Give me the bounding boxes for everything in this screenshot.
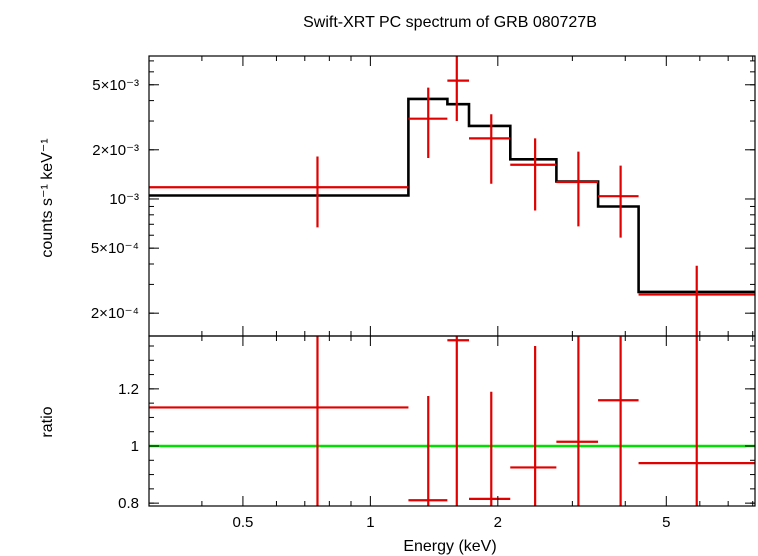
x-tick-label: 0.5 bbox=[232, 514, 253, 531]
y-tick-label: 2×10⁻⁴ bbox=[91, 305, 139, 322]
y-tick-label: 2×10⁻³ bbox=[92, 142, 139, 159]
spectrum-panel: 5×10⁻³ 2×10⁻³ 10⁻³ 5×10⁻⁴ 2×10⁻⁴ bbox=[91, 55, 756, 337]
spectrum-y-axis-label: counts s⁻¹ keV⁻¹ bbox=[39, 138, 56, 257]
y-tick-label: 0.8 bbox=[118, 495, 139, 512]
ratio-y-axis-label: ratio bbox=[39, 406, 56, 437]
x-tick-label: 1 bbox=[366, 514, 374, 531]
ratio-panel: 0.5 1 2 5 0.8 1 1.2 bbox=[118, 335, 756, 531]
model-step-line bbox=[149, 97, 755, 294]
x-tick-label: 2 bbox=[494, 514, 502, 531]
x-axis-label: Energy (keV) bbox=[403, 538, 496, 555]
y-tick-label: 10⁻³ bbox=[109, 191, 139, 208]
x-tick-label: 5 bbox=[662, 514, 670, 531]
ratio-frame bbox=[148, 335, 756, 507]
y-tick-label: 1 bbox=[131, 438, 139, 455]
y-tick-label: 5×10⁻³ bbox=[92, 77, 139, 94]
chart-title: Swift-XRT PC spectrum of GRB 080727B bbox=[303, 14, 597, 31]
y-tick-label: 1.2 bbox=[118, 381, 139, 398]
y-tick-label: 5×10⁻⁴ bbox=[91, 240, 139, 257]
